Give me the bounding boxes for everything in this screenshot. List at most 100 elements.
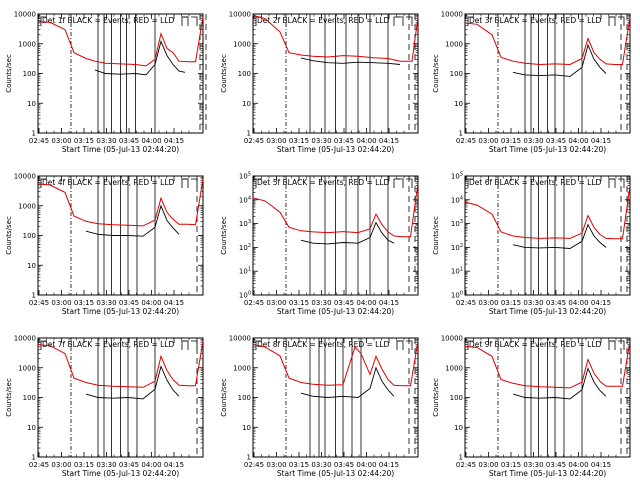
coverage-bracket — [397, 178, 404, 188]
plot-title: Det 8f BLACK = Events, RED = LLD — [257, 340, 390, 349]
y-tick-label: 100 — [238, 394, 251, 402]
x-tick-label: 04:15 — [379, 299, 399, 307]
y-tick-exponent: 4 — [460, 195, 463, 201]
plot-title: Det 1f BLACK = Events, RED = LLD — [42, 16, 175, 25]
coverage-bracket — [618, 16, 625, 26]
lld-series-line — [464, 340, 631, 389]
y-tick-label: 10 — [454, 424, 463, 432]
lld-series-line — [252, 183, 419, 238]
y-tick-label: 1 — [459, 454, 463, 462]
x-tick-label: 03:15 — [289, 299, 309, 307]
coverage-bracket — [406, 340, 413, 350]
lld-series-line — [252, 340, 419, 387]
y-tick-exponent: 0 — [248, 291, 251, 297]
detector-plot-8: Det 8f BLACK = Events, RED = LLD 1 10 100 10… — [220, 335, 419, 478]
x-tick-label: 03:30 — [523, 299, 543, 307]
y-tick-label: 10000 — [441, 335, 463, 343]
x-tick-label: 03:45 — [119, 137, 139, 145]
y-tick-exponent: 4 — [248, 195, 251, 201]
plot-title: Det 5f BLACK = Events, RED = LLD — [257, 178, 390, 187]
y-tick-label: 103 — [239, 219, 251, 228]
y-tick-label: 1000 — [18, 202, 36, 210]
x-tick-label: 03:00 — [478, 137, 498, 145]
y-axis-label: Counts/sec — [220, 378, 228, 417]
x-tick-label: 04:00 — [356, 299, 376, 307]
y-tick-label: 1 — [32, 130, 36, 138]
coverage-bracket — [40, 340, 47, 350]
x-axis-label: Start Time (05-Jul-13 02:44:20) — [277, 469, 394, 478]
lld-series-line — [37, 16, 204, 67]
y-tick-exponent: 1 — [460, 267, 463, 273]
y-tick-label: 10000 — [14, 335, 36, 343]
y-tick-label: 100 — [23, 70, 36, 78]
x-axis-label: Start Time (05-Jul-13 02:44:20) — [489, 469, 606, 478]
plot-title: Det 4f BLACK = Events, RED = LLD — [42, 178, 175, 187]
x-tick-label: 02:45 — [244, 461, 264, 469]
x-axis-label: Start Time (05-Jul-13 02:44:20) — [62, 307, 179, 316]
lld-series-line — [464, 16, 631, 66]
events-series-line — [94, 40, 186, 76]
y-tick-label: 1000 — [233, 40, 251, 48]
x-axis-label: Start Time (05-Jul-13 02:44:20) — [277, 307, 394, 316]
y-tick-label: 101 — [451, 267, 463, 276]
x-tick-label: 04:15 — [164, 137, 184, 145]
y-tick-label: 10 — [454, 100, 463, 108]
y-tick-label: 10000 — [229, 11, 251, 19]
coverage-bracket — [40, 16, 47, 26]
x-tick-label: 03:00 — [266, 137, 286, 145]
y-tick-label: 104 — [451, 195, 463, 204]
y-tick-label: 1000 — [18, 364, 36, 372]
x-tick-label: 03:00 — [51, 461, 71, 469]
coverage-bracket — [40, 178, 47, 188]
y-tick-label: 1000 — [18, 40, 36, 48]
coverage-bracket — [467, 178, 474, 188]
coverage-bracket — [397, 340, 404, 350]
x-tick-label: 03:30 — [311, 137, 331, 145]
x-tick-label: 02:45 — [456, 137, 476, 145]
y-tick-label: 1 — [32, 292, 36, 300]
y-tick-label: 1000 — [233, 364, 251, 372]
x-axis-label: Start Time (05-Jul-13 02:44:20) — [489, 145, 606, 154]
x-tick-label: 03:00 — [51, 137, 71, 145]
coverage-bracket — [393, 178, 400, 188]
y-tick-exponent: 2 — [460, 243, 463, 249]
detector-plot-7: Det 7f BLACK = Events, RED = LLD 1 10 100 10… — [5, 335, 204, 478]
x-tick-label: 03:45 — [334, 137, 354, 145]
y-tick-exponent: 0 — [460, 291, 463, 297]
y-tick-label: 1 — [247, 130, 251, 138]
coverage-bracket — [255, 178, 262, 188]
y-tick-label: 10 — [242, 100, 251, 108]
y-axis-label: Counts/sec — [432, 54, 440, 93]
y-tick-label: 1000 — [445, 364, 463, 372]
y-tick-label: 101 — [239, 267, 251, 276]
y-axis-label: Counts/sec — [5, 54, 13, 93]
detector-plot-4: Det 4f BLACK = Events, RED = LLD 1 10 100 10… — [5, 173, 204, 316]
detector-plot-9: Det 9f BLACK = Events, RED = LLD 1 10 100 10… — [432, 335, 631, 478]
x-tick-label: 02:45 — [244, 299, 264, 307]
x-tick-label: 02:45 — [29, 461, 49, 469]
x-tick-label: 03:45 — [334, 461, 354, 469]
y-tick-label: 102 — [451, 243, 463, 252]
x-tick-label: 03:45 — [119, 299, 139, 307]
coverage-bracket — [191, 178, 198, 188]
coverage-bracket — [396, 340, 403, 350]
coverage-bracket — [406, 16, 413, 26]
events-series-line — [300, 57, 401, 65]
detector-plot-1: Det 1f BLACK = Events, RED = LLD 1 10 100 10… — [5, 11, 207, 154]
y-tick-exponent: 5 — [460, 172, 463, 178]
y-tick-label: 100 — [23, 232, 36, 240]
x-tick-label: 03:15 — [74, 461, 94, 469]
lld-series-line — [252, 14, 419, 62]
y-tick-label: 100 — [23, 394, 36, 402]
y-tick-label: 1 — [459, 130, 463, 138]
x-axis-label: Start Time (05-Jul-13 02:44:20) — [489, 307, 606, 316]
x-tick-label: 03:15 — [501, 461, 521, 469]
y-tick-label: 10 — [27, 262, 36, 270]
x-tick-label: 03:15 — [289, 137, 309, 145]
x-tick-label: 02:45 — [244, 137, 264, 145]
x-tick-label: 03:45 — [546, 299, 566, 307]
x-tick-label: 04:00 — [141, 137, 161, 145]
x-tick-label: 03:15 — [501, 299, 521, 307]
lld-series-line — [464, 185, 631, 240]
x-tick-label: 03:00 — [266, 461, 286, 469]
